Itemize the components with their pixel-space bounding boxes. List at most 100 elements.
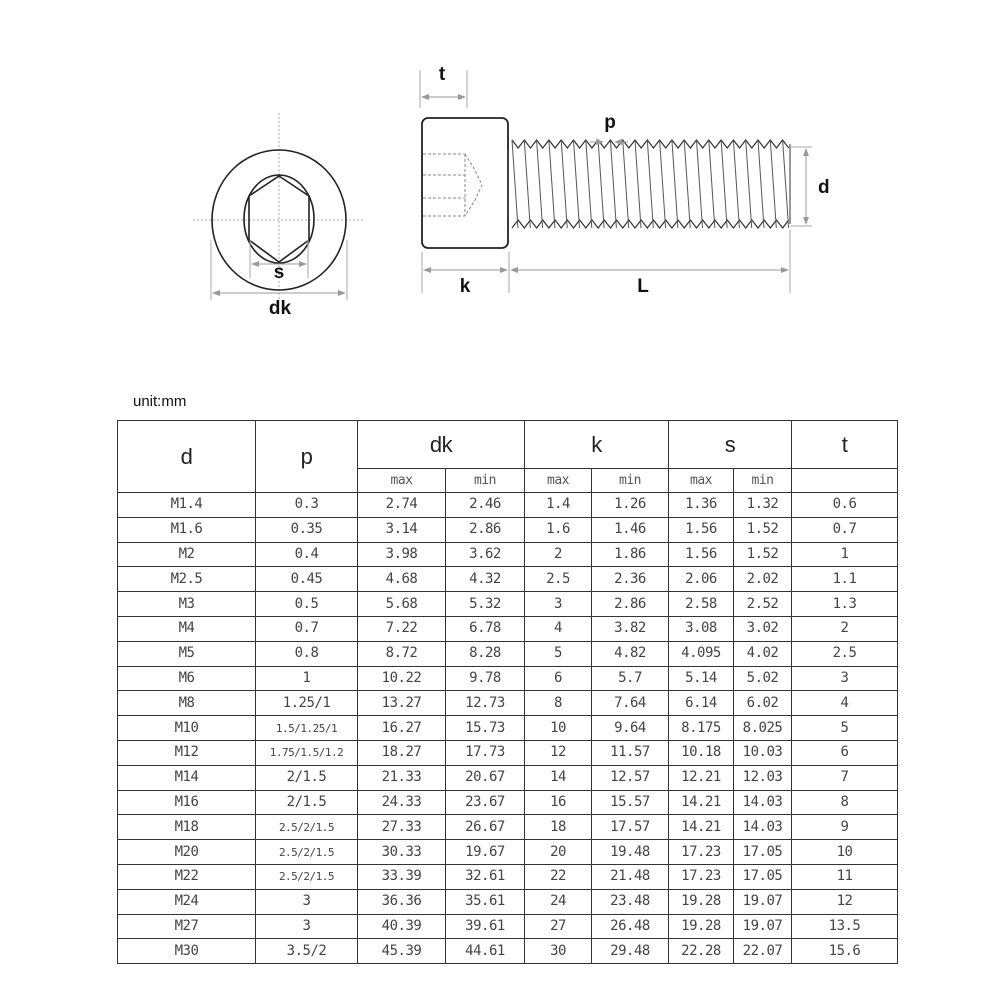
cell-d: M3 — [117, 591, 256, 617]
thread-line — [745, 139, 753, 229]
screw-side-view: t p d k L — [419, 64, 830, 297]
cell-dk-max: 40.39 — [357, 913, 446, 940]
cell-dk-min: 23.67 — [445, 789, 525, 816]
cell-k-max: 30 — [524, 938, 592, 965]
table-row: M5 0.8 8.72 8.28 5 4.82 4.095 4.02 2.5 — [117, 640, 898, 667]
header-t: t — [791, 420, 898, 469]
cell-dk-min: 20.67 — [445, 764, 525, 791]
table-row: M30 3.5/2 45.39 44.61 30 29.48 22.28 22.07 15.6 — [117, 938, 898, 965]
header-d: d — [117, 420, 256, 493]
cell-dk-max: 33.39 — [357, 863, 446, 890]
header-p: p — [255, 420, 358, 493]
cell-dk-max: 13.27 — [357, 690, 446, 717]
cell-s-min: 17.05 — [733, 863, 792, 890]
dimension-table: d p dk k s t max min max min max min M1.… — [117, 420, 898, 965]
cell-s-min: 12.03 — [733, 764, 792, 791]
cell-d: M1.6 — [117, 516, 256, 543]
cell-k-min: 23.48 — [591, 888, 669, 915]
cell-s-min: 5.02 — [733, 665, 792, 692]
cell-k-min: 5.7 — [591, 665, 669, 692]
cell-s-max: 19.28 — [668, 913, 734, 940]
table-row: M16 2/1.5 24.33 23.67 16 15.57 14.21 14.03 8 — [117, 789, 898, 816]
table-row: M14 2/1.5 21.33 20.67 14 12.57 12.21 12.03 7 — [117, 764, 898, 791]
subheader-row: max min max min max min — [118, 468, 898, 493]
cell-k-max: 4 — [524, 615, 592, 642]
cell-dk-min: 19.67 — [445, 839, 525, 865]
cell-t: 1.1 — [791, 566, 898, 593]
cell-dk-max: 30.33 — [357, 839, 446, 865]
thread-line — [597, 139, 605, 229]
table-row: M1.4 0.3 2.74 2.46 1.4 1.26 1.36 1.32 0.6 — [117, 492, 898, 518]
k-max-header: max — [524, 468, 592, 493]
table-row: M4 0.7 7.22 6.78 4 3.82 3.08 3.02 2 — [117, 615, 898, 642]
cell-dk-max: 18.27 — [357, 739, 446, 766]
thread-line — [585, 139, 593, 229]
s-label: s — [274, 262, 285, 283]
cell-p: 2/1.5 — [255, 789, 358, 816]
cell-s-max: 19.28 — [668, 888, 734, 915]
cell-dk-max: 3.98 — [357, 541, 446, 568]
cell-s-max: 3.08 — [668, 615, 734, 642]
thread-line — [769, 139, 777, 229]
cell-dk-max: 27.33 — [357, 814, 446, 841]
thread-line — [683, 139, 691, 229]
cell-t: 9 — [791, 814, 898, 841]
thread-body — [507, 139, 791, 229]
cell-t: 8 — [791, 789, 898, 816]
cell-k-min: 1.46 — [591, 516, 669, 543]
table-row: M20 2.5/2/1.5 30.33 19.67 20 19.48 17.23 17.05 1… — [117, 839, 898, 865]
head-top-view: s dk — [193, 113, 364, 319]
cell-k-max: 6 — [524, 665, 592, 692]
cell-p: 2.5/2/1.5 — [255, 814, 358, 841]
table-row: M2.5 0.45 4.68 4.32 2.5 2.36 2.06 2.02 1.1 — [117, 566, 898, 593]
cell-dk-max: 8.72 — [357, 640, 446, 667]
cell-d: M20 — [117, 839, 256, 865]
cell-dk-max: 10.22 — [357, 665, 446, 692]
thread-line — [573, 139, 580, 229]
cell-k-min: 29.48 — [591, 938, 669, 965]
cell-k-max: 5 — [524, 640, 592, 667]
cell-s-min: 19.07 — [733, 913, 792, 940]
cell-t: 12 — [791, 888, 898, 915]
cell-k-min: 12.57 — [591, 764, 669, 791]
table-row: M27 3 40.39 39.61 27 26.48 19.28 19.07 13.5 — [117, 913, 898, 940]
cell-dk-min: 12.73 — [445, 690, 525, 717]
thread-line — [646, 139, 654, 229]
cell-t: 10 — [791, 839, 898, 865]
s-min-header: min — [733, 468, 792, 493]
cell-t: 3 — [791, 665, 898, 692]
table-row: M2 0.4 3.98 3.62 2 1.86 1.56 1.52 1 — [117, 541, 898, 568]
cell-s-max: 14.21 — [668, 814, 734, 841]
cell-p: 2/1.5 — [255, 764, 358, 791]
cell-d: M10 — [117, 715, 256, 741]
cell-t: 5 — [791, 715, 898, 741]
cell-k-min: 19.48 — [591, 839, 669, 865]
cell-k-min: 2.36 — [591, 566, 669, 593]
t-subheader-empty — [791, 468, 898, 493]
cell-k-max: 1.6 — [524, 516, 592, 543]
thread-line — [548, 139, 556, 229]
cell-p: 1.25/1 — [255, 690, 358, 717]
socket-hidden-lines — [423, 153, 483, 217]
cell-t: 1 — [791, 541, 898, 568]
table-row: M24 3 36.36 35.61 24 23.48 19.28 19.07 12 — [117, 888, 898, 915]
thread-line — [696, 139, 703, 229]
d-label: d — [818, 177, 830, 198]
cell-k-min: 21.48 — [591, 863, 669, 890]
cell-k-max: 27 — [524, 913, 592, 940]
cell-d: M16 — [117, 789, 256, 816]
cell-p: 0.8 — [255, 640, 358, 667]
k-min-header: min — [591, 468, 669, 493]
thread-line — [782, 139, 790, 229]
cell-k-min: 3.82 — [591, 615, 669, 642]
cell-p: 0.3 — [255, 492, 358, 518]
cell-p: 1.5/1.25/1 — [255, 715, 358, 741]
cell-t: 4 — [791, 690, 898, 717]
cell-d: M2.5 — [117, 566, 256, 593]
cell-dk-max: 21.33 — [357, 764, 446, 791]
cell-dk-min: 5.32 — [445, 591, 525, 617]
cell-dk-max: 36.36 — [357, 888, 446, 915]
cell-k-max: 1.4 — [524, 492, 592, 518]
cell-t: 11 — [791, 863, 898, 890]
cell-s-max: 17.23 — [668, 863, 734, 890]
